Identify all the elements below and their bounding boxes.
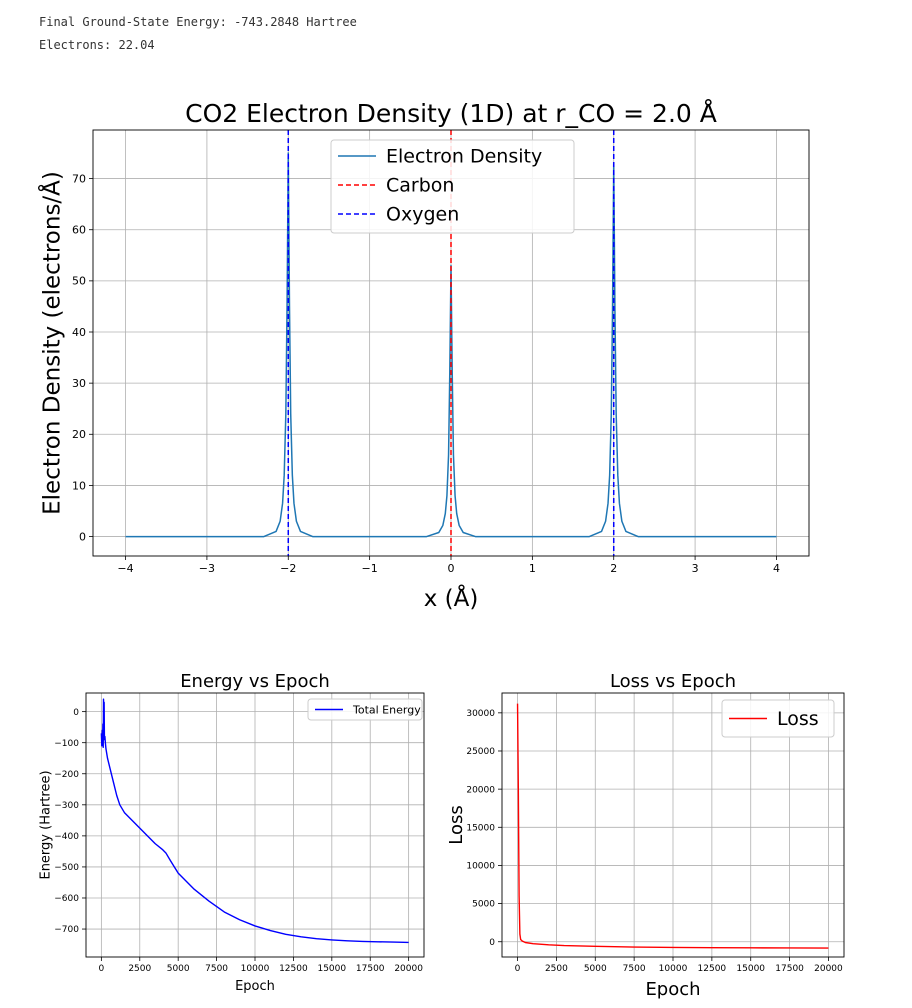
y-tick-label: −500 <box>54 863 79 873</box>
y-tick-label: 50 <box>72 275 86 288</box>
y-axis-label: Electron Density (electrons/Å) <box>38 171 66 515</box>
legend-box <box>330 139 575 234</box>
chart-title: Loss vs Epoch <box>610 671 736 692</box>
y-tick-label: −300 <box>54 801 79 811</box>
x-tick-label: 2 <box>610 562 617 575</box>
x-axis-label: Epoch <box>235 979 275 994</box>
series-line-total-energy <box>100 698 409 944</box>
y-tick-label: −200 <box>54 770 79 780</box>
energy-output-line: Final Ground-State Energy: -743.2848 Har… <box>39 15 357 29</box>
x-tick-label: 7500 <box>623 964 646 974</box>
plot-area <box>125 130 777 556</box>
series-line-loss <box>516 703 829 949</box>
y-tick-label: 0 <box>73 708 79 718</box>
x-tick-label: 0 <box>448 562 455 575</box>
x-tick-label: 3 <box>692 562 699 575</box>
electrons-output-line: Electrons: 22.04 <box>39 38 155 52</box>
x-tick-label: 0 <box>98 964 104 974</box>
x-axis-label: Epoch <box>645 979 700 1000</box>
axes-frame <box>85 692 425 958</box>
legend-label-electron-density: Electron Density <box>386 146 542 168</box>
x-tick-label: 4 <box>773 562 780 575</box>
x-tick-label: 5000 <box>167 964 190 974</box>
x-tick-label: 2500 <box>545 964 568 974</box>
x-tick-label: 17500 <box>775 964 804 974</box>
legend-label-carbon: Carbon <box>386 175 454 197</box>
y-tick-label: 10 <box>72 479 86 492</box>
x-tick-label: 17500 <box>356 964 385 974</box>
legend-label-loss: Loss <box>777 708 819 730</box>
axes-frame <box>501 692 845 958</box>
x-tick-label: −2 <box>280 562 296 575</box>
x-tick-label: −3 <box>199 562 215 575</box>
plot-area <box>100 698 409 944</box>
y-axis-label: Energy (Hartree) <box>39 770 54 879</box>
chart-3: 0 2500 5000 7500 10000 12500 15000 17500 20000 0 5… <box>446 671 845 1000</box>
y-tick-label: 40 <box>72 326 86 339</box>
x-tick-label: 20000 <box>814 964 843 974</box>
y-tick-label: −600 <box>54 894 79 904</box>
x-tick-label: 15000 <box>317 964 346 974</box>
x-tick-label: 0 <box>515 964 521 974</box>
legend-box <box>307 698 423 721</box>
legend-box <box>721 699 835 738</box>
x-tick-label: 1 <box>529 562 536 575</box>
y-tick-label: 10000 <box>466 862 495 872</box>
y-tick-label: −700 <box>54 925 79 935</box>
x-tick-label: −4 <box>117 562 133 575</box>
plot-area <box>516 703 829 949</box>
x-tick-label: 5000 <box>584 964 607 974</box>
y-tick-label: 0 <box>79 530 86 543</box>
y-tick-label: 30 <box>72 377 86 390</box>
y-tick-label: 70 <box>72 172 86 185</box>
x-tick-label: −1 <box>362 562 378 575</box>
y-tick-label: 15000 <box>466 823 495 833</box>
y-axis-label: Loss <box>446 805 467 844</box>
y-tick-label: 30000 <box>466 709 495 719</box>
x-tick-label: 12500 <box>698 964 727 974</box>
y-tick-label: −400 <box>54 832 79 842</box>
y-tick-label: 25000 <box>466 747 495 757</box>
chart-title: Energy vs Epoch <box>180 671 330 692</box>
y-tick-label: 20 <box>72 428 86 441</box>
axes-frame <box>92 129 810 557</box>
y-tick-label: 0 <box>489 938 495 948</box>
x-tick-label: 12500 <box>279 964 308 974</box>
x-tick-label: 10000 <box>659 964 688 974</box>
chart-2: 0 2500 5000 7500 10000 12500 15000 17500 20000 0 −… <box>39 671 425 994</box>
x-tick-label: 15000 <box>736 964 765 974</box>
x-tick-label: 2500 <box>128 964 151 974</box>
legend-label-oxygen: Oxygen <box>386 204 459 226</box>
x-axis-label: x (Å) <box>424 584 479 612</box>
x-tick-label: 10000 <box>241 964 270 974</box>
x-tick-label: 20000 <box>394 964 423 974</box>
y-tick-label: 20000 <box>466 785 495 795</box>
y-tick-label: 5000 <box>472 900 495 910</box>
y-tick-label: 60 <box>72 224 86 237</box>
x-tick-label: 7500 <box>205 964 228 974</box>
y-tick-label: −100 <box>54 739 79 749</box>
legend-label-total-energy: Total Energy <box>352 703 421 716</box>
chart-title: CO2 Electron Density (1D) at r_CO = 2.0 … <box>185 99 717 128</box>
